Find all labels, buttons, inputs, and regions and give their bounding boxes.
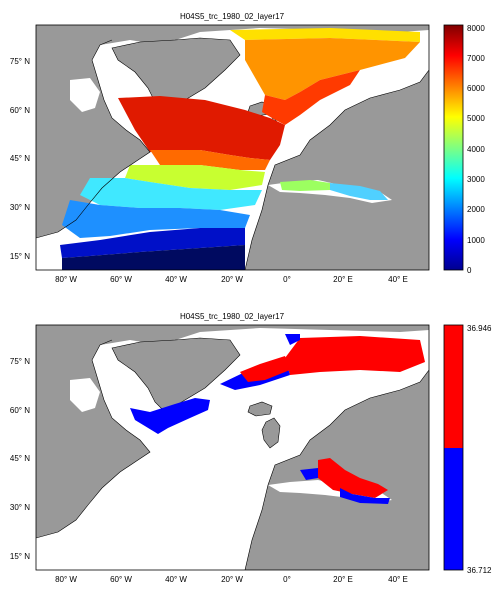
lat-label-60: 60° N [10, 106, 30, 115]
hudson-bay [70, 378, 100, 412]
lat-label-75: 75° N [10, 57, 30, 66]
colorbar-bottom-label: 36.712 [467, 566, 492, 575]
lat-label-15: 15° N [10, 552, 30, 561]
colorbar-continuous: 8000 7000 6000 5000 4000 3000 2000 1000 … [443, 24, 485, 275]
tracer-field [60, 28, 420, 270]
lat-label-15: 15° N [10, 252, 30, 261]
europe-africa-coast [244, 69, 429, 270]
hudson-bay [70, 78, 100, 112]
lon-label-80w: 80° W [55, 575, 77, 584]
colorbar-tick-1000: 1000 [467, 236, 485, 245]
colorbar-frame [443, 324, 464, 571]
colorbar-top-label: 36.946 [467, 324, 492, 333]
lon-labels: 80° W 60° W 40° W 20° W 0° 20° E 40° E [55, 575, 408, 584]
lon-label-40w: 40° W [165, 275, 187, 284]
lon-label-20e: 20° E [333, 575, 353, 584]
lat-labels: 75° N 60° N 45° N 30° N 15° N [10, 57, 30, 261]
north-america [36, 339, 151, 539]
colorbar-tick-6000: 6000 [467, 84, 485, 93]
colorbar-gradient [443, 24, 464, 271]
panel-title: H04S5_trc_1980_02_layer17 [180, 312, 285, 321]
colorbar-binary: 36.946 36.712 [443, 324, 492, 575]
colorbar-tick-3000: 3000 [467, 175, 485, 184]
lat-label-45: 45° N [10, 154, 30, 163]
colorbar-segment-high [444, 325, 463, 448]
lon-label-40e: 40° E [388, 575, 408, 584]
panel-title: H04S5_trc_1980_02_layer17 [180, 12, 285, 21]
colorbar-tick-4000: 4000 [467, 145, 485, 154]
lat-label-75: 75° N [10, 357, 30, 366]
iceland [247, 401, 273, 417]
lon-label-20w: 20° W [221, 275, 243, 284]
map-area [36, 325, 429, 570]
panel-bottom: H04S5_trc_1980_02_layer17 [10, 312, 492, 584]
greenland [111, 337, 241, 413]
lon-label-60w: 60° W [110, 275, 132, 284]
british-isles [261, 417, 281, 449]
map-frame [35, 324, 430, 571]
europe-africa-coast [244, 369, 429, 570]
lat-label-60: 60° N [10, 406, 30, 415]
lon-label-20w: 20° W [221, 575, 243, 584]
lon-label-0: 0° [283, 275, 291, 284]
lat-label-30: 30° N [10, 203, 30, 212]
colorbar-tick-7000: 7000 [467, 54, 485, 63]
lon-label-40w: 40° W [165, 575, 187, 584]
lon-label-0: 0° [283, 575, 291, 584]
lon-label-40e: 40° E [388, 275, 408, 284]
lat-labels: 75° N 60° N 45° N 30° N 15° N [10, 357, 30, 561]
lon-label-80w: 80° W [55, 275, 77, 284]
colorbar-tick-2000: 2000 [467, 205, 485, 214]
panel-top: H04S5_trc_1980_02_layer17 [10, 12, 485, 284]
colorbar-tick-0: 0 [467, 266, 472, 275]
colorbar-segment-low [444, 448, 463, 570]
lat-label-45: 45° N [10, 454, 30, 463]
colorbar-tick-8000: 8000 [467, 24, 485, 33]
lon-label-60w: 60° W [110, 575, 132, 584]
map-frame [35, 24, 430, 271]
tracer-field-binary [130, 334, 425, 504]
north-america [36, 39, 151, 239]
lat-label-30: 30° N [10, 503, 30, 512]
ocean [36, 328, 429, 570]
greenland [111, 37, 241, 113]
lon-labels: 80° W 60° W 40° W 20° W 0° 20° E 40° E [55, 275, 408, 284]
map-area [36, 25, 429, 270]
lon-label-20e: 20° E [333, 275, 353, 284]
colorbar-tick-5000: 5000 [467, 114, 485, 123]
